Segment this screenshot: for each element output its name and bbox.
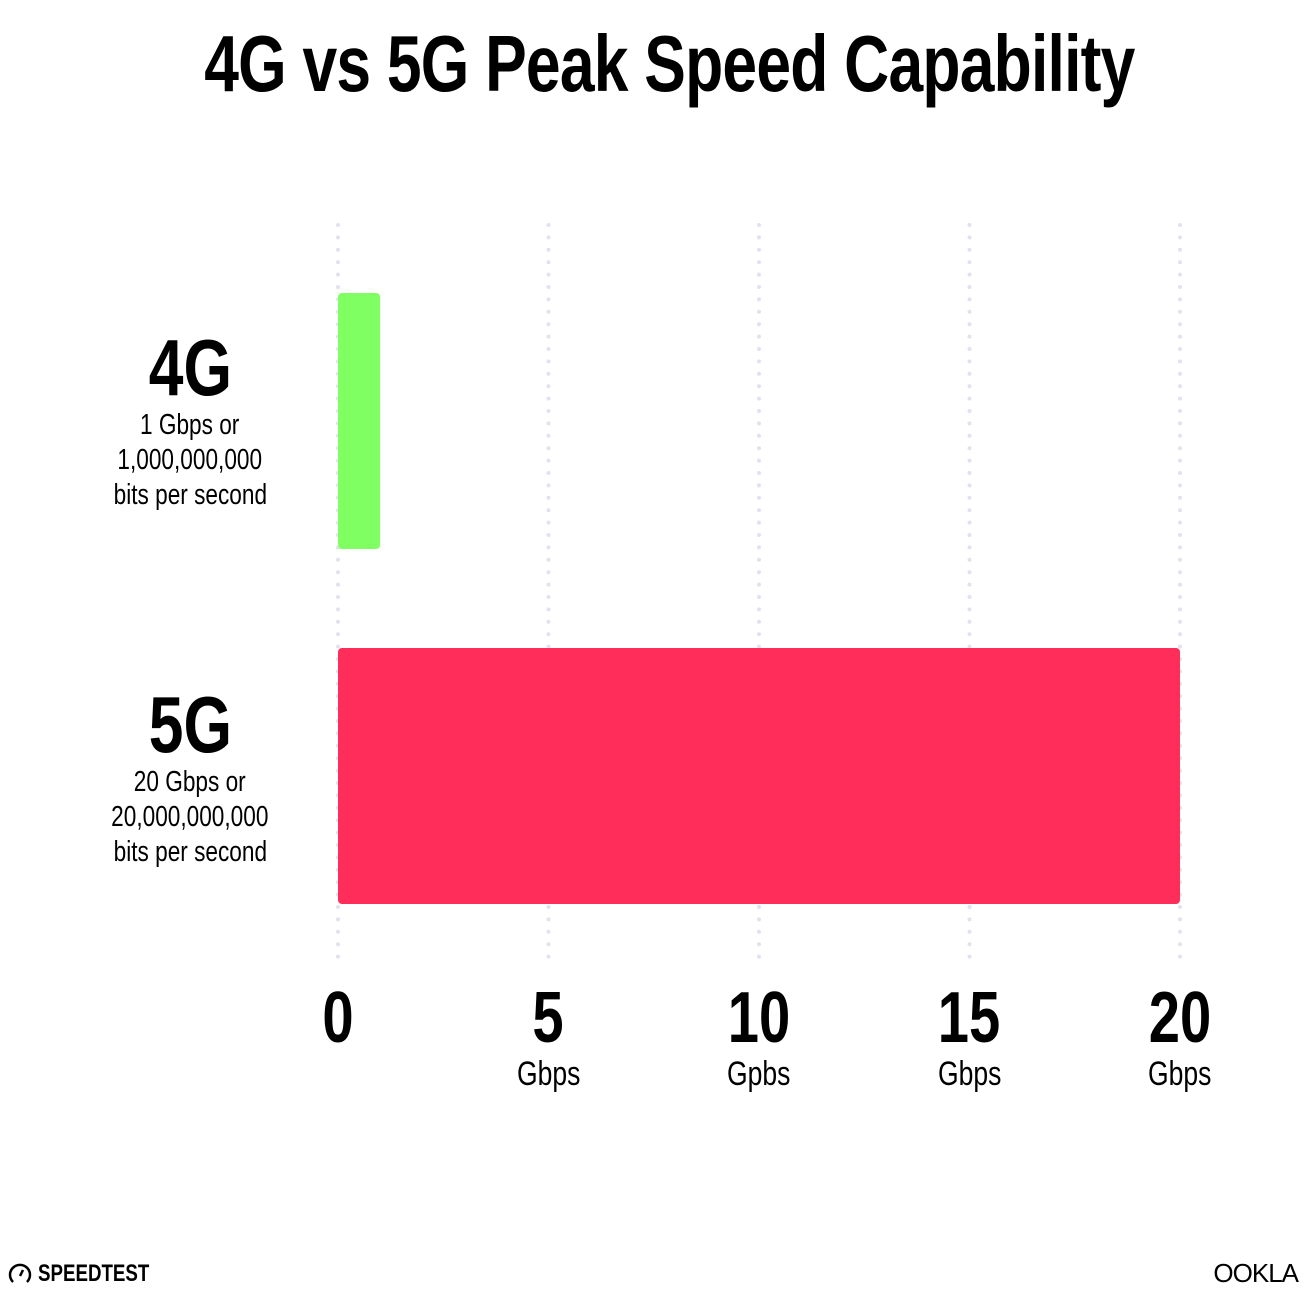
tick-unit (258, 1056, 418, 1092)
category-label-5g: 5G 20 Gbps or 20,000,000,000 bits per se… (111, 680, 269, 869)
tick-value: 15 (938, 978, 1001, 1058)
tick-value: 5 (532, 978, 565, 1058)
tick-unit: Gbps (1148, 1055, 1212, 1093)
speedometer-icon (8, 1263, 32, 1283)
x-tick-label: 20 Gbps (1100, 980, 1260, 1092)
bar-5g (338, 648, 1180, 904)
tick-unit: Gbps (516, 1055, 581, 1093)
chart-title: 4G vs 5G Peak Speed Capability (203, 19, 1135, 108)
tick-value: 10 (727, 978, 791, 1058)
x-tick-label: 15 Gbps (890, 980, 1050, 1092)
tick-value: 20 (1148, 978, 1212, 1058)
category-label-4g: 4G 1 Gbps or 1,000,000,000 bits per seco… (113, 323, 267, 512)
x-tick-label: 0 (258, 980, 418, 1092)
tick-value: 0 (322, 978, 354, 1058)
speedtest-logo: SPEEDTEST (8, 1260, 181, 1288)
tick-unit: Gpbs (727, 1055, 791, 1093)
bar-4g (338, 293, 381, 549)
ookla-logo: OOKLA (1213, 1258, 1299, 1288)
x-tick-label: 10 Gpbs (679, 980, 839, 1092)
tick-unit: Gbps (937, 1055, 1002, 1093)
x-tick-label: 5 Gbps (469, 980, 629, 1092)
